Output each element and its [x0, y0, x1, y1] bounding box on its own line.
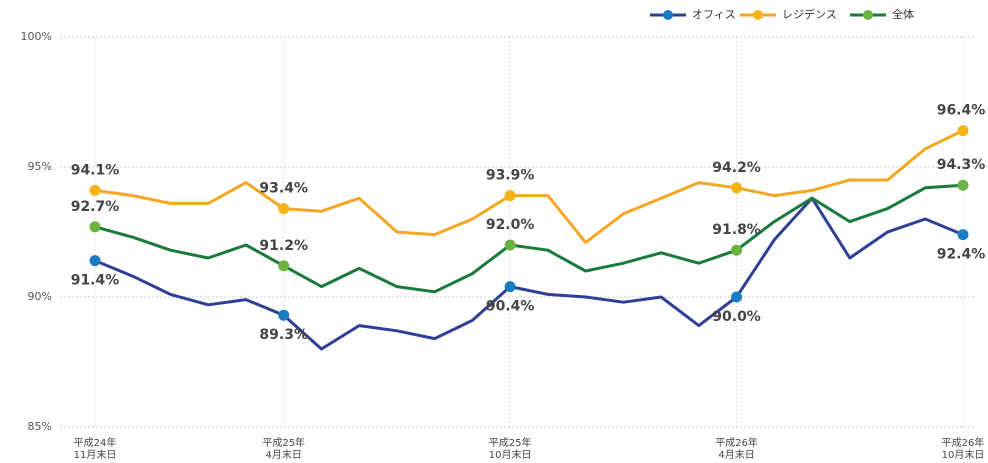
x-tick-label: 10月末日 [489, 448, 532, 461]
legend-marker [863, 10, 873, 20]
x-tick-label: 4月末日 [266, 448, 302, 461]
y-tick-label: 90% [28, 290, 52, 303]
marker [731, 291, 743, 303]
marker [731, 182, 743, 194]
legend-marker [663, 10, 673, 20]
x-tick-label: 平成25年 [489, 436, 532, 449]
marker [957, 125, 969, 137]
data-label: 94.1% [71, 162, 120, 178]
legend-label: レジデンス [782, 7, 837, 21]
legend-label: 全体 [892, 7, 914, 21]
data-label: 92.0% [486, 217, 535, 233]
y-tick-label: 95% [28, 160, 52, 173]
data-label: 94.3% [937, 157, 986, 173]
marker [504, 281, 516, 293]
series-line [94, 129, 964, 244]
marker [504, 239, 516, 251]
data-label: 93.4% [259, 181, 308, 197]
x-tick-label: 平成24年 [74, 436, 117, 449]
data-label: 91.2% [259, 238, 308, 254]
marker [957, 229, 969, 241]
y-tick-label: 100% [21, 30, 52, 43]
series-line [94, 196, 964, 351]
marker [957, 179, 969, 191]
legend-item: レジデンス [740, 7, 837, 21]
x-tick-label: 平成26年 [715, 436, 758, 449]
marker [278, 309, 290, 321]
data-label: 92.4% [937, 247, 986, 263]
legend-marker [753, 10, 763, 20]
data-label: 90.4% [486, 299, 535, 315]
x-tick-label: 11月末日 [74, 448, 117, 461]
marker [504, 190, 516, 202]
legend-item: オフィス [650, 8, 736, 21]
data-label: 91.8% [712, 222, 761, 238]
data-label: 90.0% [712, 309, 761, 325]
x-tick-label: 10月末日 [942, 448, 985, 461]
data-label: 92.7% [71, 199, 120, 215]
data-label: 91.4% [71, 273, 120, 289]
y-tick-label: 85% [28, 420, 52, 433]
marker [278, 260, 290, 272]
x-tick-label: 平成26年 [942, 436, 985, 449]
marker [89, 221, 101, 233]
x-tick-label: 平成25年 [262, 436, 305, 449]
data-label: 96.4% [937, 103, 986, 119]
series-line [94, 183, 964, 294]
data-label: 89.3% [259, 327, 308, 343]
legend-label: オフィス [692, 8, 736, 21]
marker [89, 184, 101, 196]
x-tick-label: 4月末日 [718, 448, 754, 461]
marker [89, 255, 101, 267]
marker [731, 244, 743, 256]
legend-item: 全体 [850, 7, 914, 21]
data-label: 94.2% [712, 160, 761, 176]
marker [278, 203, 290, 215]
data-label: 93.9% [486, 168, 535, 184]
